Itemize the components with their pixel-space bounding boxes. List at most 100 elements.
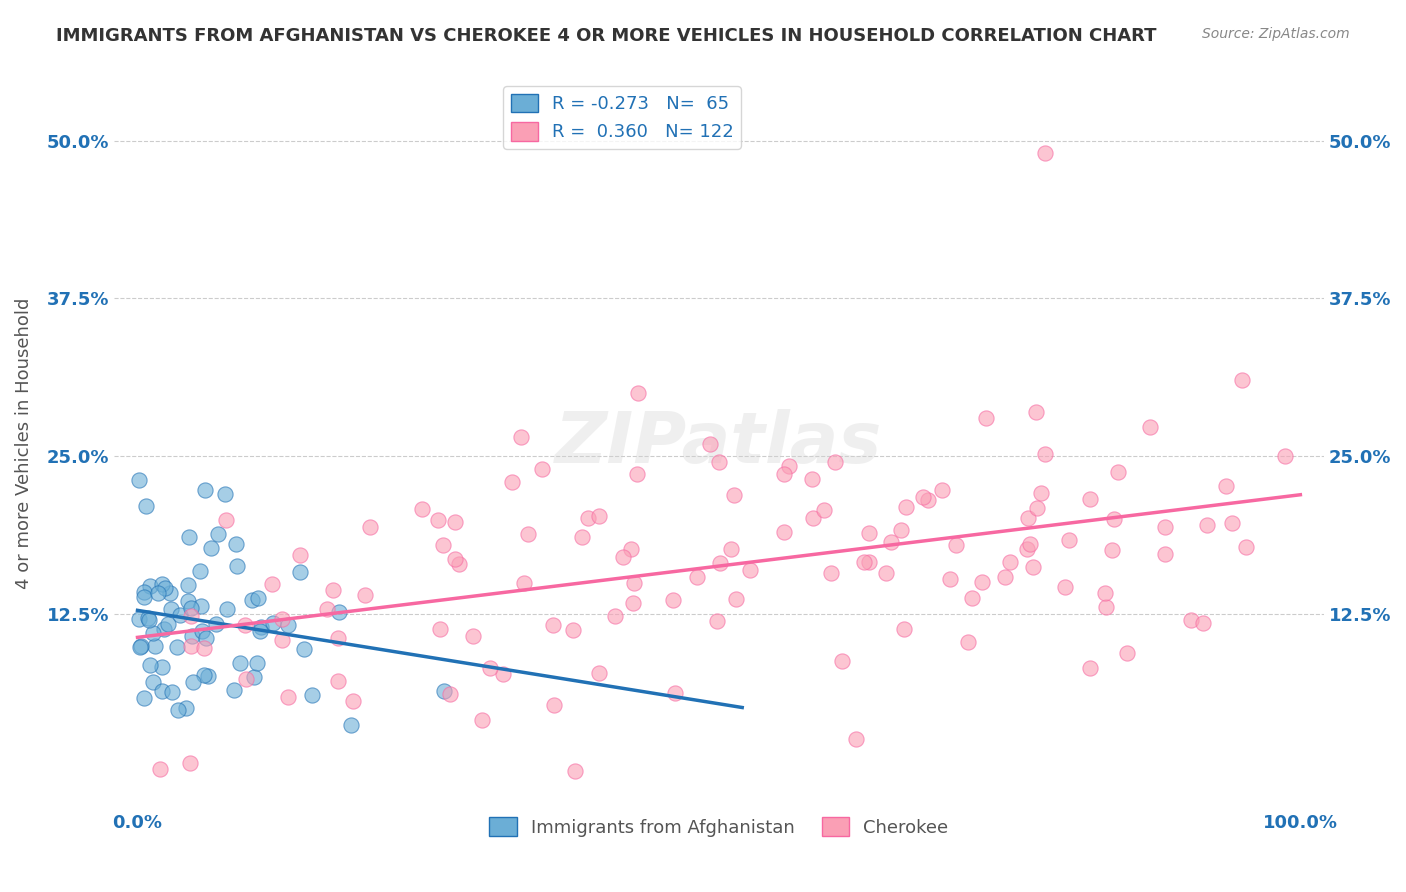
Point (612, 549, 634, 564)
Point (301, 689, 323, 703)
Point (1025, 405, 1047, 419)
Point (328, 606, 350, 620)
Point (858, 555, 880, 569)
Point (142, 625, 165, 640)
Point (167, 703, 190, 717)
Point (1107, 466, 1129, 480)
Point (207, 526, 229, 541)
Point (576, 511, 599, 525)
Text: ZIPatlas: ZIPatlas (555, 409, 883, 478)
Point (195, 631, 218, 645)
Point (326, 631, 349, 645)
Point (820, 566, 842, 580)
Point (1191, 616, 1213, 631)
Point (146, 586, 169, 600)
Point (543, 698, 565, 712)
Point (962, 591, 984, 606)
Point (160, 601, 183, 615)
Point (1232, 373, 1254, 387)
Point (235, 672, 257, 686)
Point (433, 683, 456, 698)
Point (240, 593, 263, 607)
Point (359, 520, 381, 534)
Point (326, 673, 349, 688)
Point (129, 639, 152, 653)
Point (931, 483, 953, 498)
Point (1095, 600, 1118, 615)
Point (1274, 449, 1296, 463)
Point (471, 713, 494, 727)
Point (1139, 420, 1161, 434)
Point (917, 493, 939, 508)
Point (707, 455, 730, 469)
Point (200, 541, 222, 555)
Point (513, 576, 536, 591)
Text: IMMIGRANTS FROM AFGHANISTAN VS CHEROKEE 4 OR MORE VEHICLES IN HOUSEHOLD CORRELAT: IMMIGRANTS FROM AFGHANISTAN VS CHEROKEE … (56, 27, 1157, 45)
Point (132, 585, 155, 599)
Point (561, 623, 583, 637)
Point (1021, 559, 1043, 574)
Point (1019, 536, 1042, 550)
Point (1057, 533, 1080, 547)
Point (725, 591, 748, 606)
Point (1234, 541, 1257, 555)
Point (152, 577, 174, 591)
Point (215, 513, 238, 527)
Point (709, 556, 731, 570)
Point (1101, 543, 1123, 558)
Point (181, 674, 204, 689)
Point (626, 385, 648, 400)
Point (429, 622, 451, 636)
Point (1054, 580, 1077, 594)
Point (588, 666, 610, 681)
Point (271, 612, 294, 626)
Point (1094, 586, 1116, 600)
Point (1025, 500, 1047, 515)
Point (957, 635, 980, 649)
Point (661, 593, 683, 607)
Point (176, 593, 198, 607)
Point (875, 566, 897, 580)
Point (974, 411, 997, 425)
Point (229, 656, 252, 670)
Point (945, 538, 967, 552)
Point (190, 599, 212, 613)
Point (260, 577, 283, 591)
Point (492, 667, 515, 681)
Point (1015, 542, 1038, 557)
Point (290, 548, 312, 562)
Point (153, 622, 176, 636)
Point (699, 436, 721, 450)
Point (271, 632, 294, 647)
Point (222, 683, 245, 698)
Point (179, 756, 201, 770)
Point (277, 690, 299, 705)
Point (129, 640, 152, 654)
Point (169, 608, 191, 623)
Point (738, 563, 761, 577)
Point (1017, 511, 1039, 525)
Point (1033, 447, 1056, 461)
Point (831, 654, 853, 668)
Point (449, 557, 471, 571)
Point (1078, 491, 1101, 506)
Point (621, 596, 644, 610)
Point (204, 617, 226, 632)
Point (686, 570, 709, 584)
Point (531, 462, 554, 476)
Point (162, 684, 184, 698)
Point (316, 602, 339, 616)
Point (998, 555, 1021, 569)
Point (233, 618, 256, 632)
Point (773, 525, 796, 540)
Point (1031, 486, 1053, 500)
Point (720, 542, 742, 557)
Point (1115, 646, 1137, 660)
Point (1033, 146, 1056, 161)
Point (188, 564, 211, 578)
Point (246, 656, 269, 670)
Point (128, 473, 150, 487)
Point (262, 615, 284, 630)
Point (159, 585, 181, 599)
Point (1104, 512, 1126, 526)
